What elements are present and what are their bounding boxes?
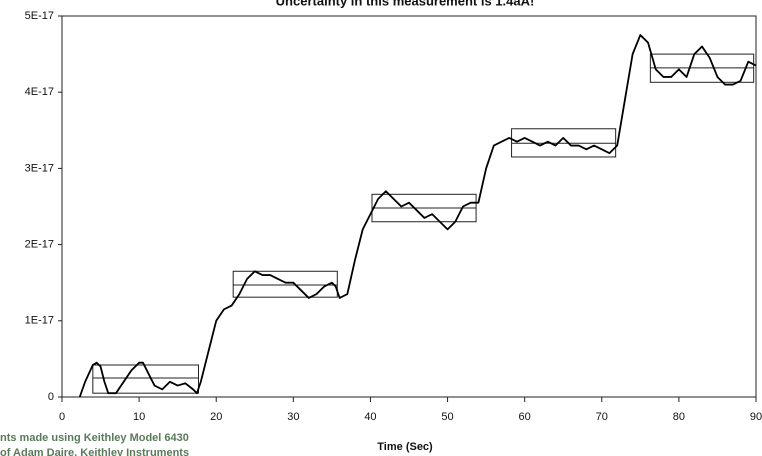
y-tick-label: 4E-17: [25, 86, 54, 98]
x-tick-label: 50: [441, 411, 453, 423]
uncertainty-box: [232, 270, 338, 298]
x-tick-label: 40: [364, 411, 376, 423]
y-tick-label: 3E-17: [25, 162, 54, 174]
plot-frame: [61, 15, 757, 398]
x-tick-label: 60: [519, 411, 531, 423]
x-tick-label: 10: [133, 411, 145, 423]
footnote: nts made using Keithley Model 6430: [0, 432, 189, 444]
y-tick-label: 0: [48, 391, 54, 403]
x-tick-label: 0: [59, 411, 65, 423]
y-tick-label: 1E-17: [25, 315, 54, 327]
x-tick-label: 30: [287, 411, 299, 423]
x-tick-label: 20: [210, 411, 222, 423]
data-line: [78, 34, 757, 398]
x-tick-label: 70: [596, 411, 608, 423]
x-tick-label: 90: [750, 411, 762, 423]
y-tick-label: 5E-17: [25, 10, 54, 22]
x-axis-title: Time (Sec): [377, 441, 433, 453]
y-tick-label: 2E-17: [25, 239, 54, 251]
footnote: of Adam Daire, Keithley Instruments: [0, 447, 189, 456]
chart-title: Uncertainty in this measurement is 1.4aA…: [276, 0, 535, 8]
x-tick-label: 80: [673, 411, 685, 423]
uncertainty-box: [92, 364, 199, 394]
